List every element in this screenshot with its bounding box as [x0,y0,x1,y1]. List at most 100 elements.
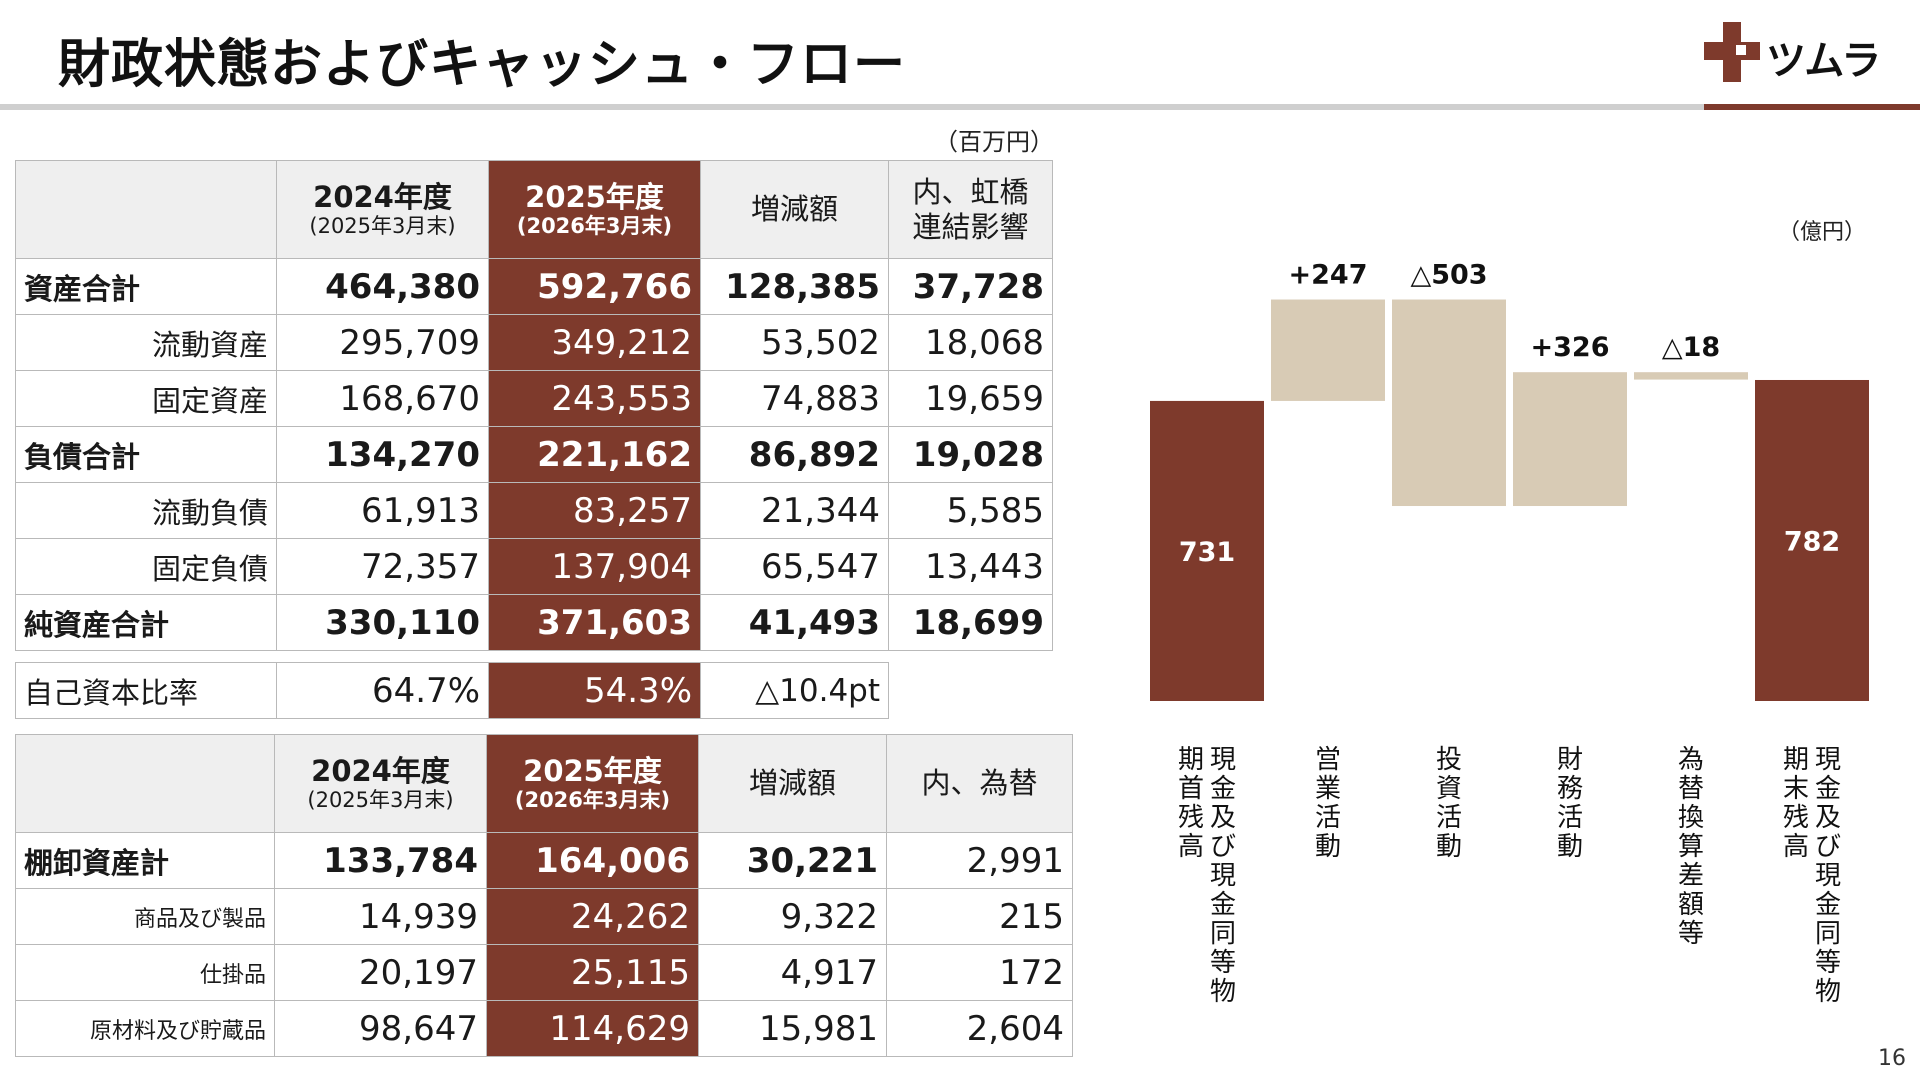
category-label-5-0-7: 等 [1815,948,1841,978]
category-label-0-0-8: 物 [1210,977,1236,1007]
cell-impact: 18,699 [888,594,1053,651]
row-label: 負債合計 [15,426,277,483]
table-row: 資産合計 464,380 592,766 128,385 37,728 [15,258,1053,315]
data-label-5: 782 [1784,526,1840,557]
data-label-2: △503 [1410,260,1487,291]
header-blank [15,734,275,833]
cell-fy2025: 371,603 [488,594,701,651]
cell-fy2024: 98,647 [274,1000,487,1057]
category-label-0-0-6: 同 [1210,919,1236,949]
header-fy2024-year: 2024年度 [313,179,452,214]
category-label-4-0-2: 換 [1678,803,1704,833]
cell-fy2025: 83,257 [488,482,701,539]
row-label: 流動資産 [15,314,277,371]
category-label-0-0-5: 金 [1210,890,1236,920]
cell-impact: 19,659 [888,370,1053,427]
category-label-4-0-5: 額 [1678,890,1704,920]
cell-change: 128,385 [700,258,889,315]
category-label-5-0-4: 現 [1815,861,1841,891]
cell-change: 30,221 [698,832,887,889]
waterfall-bar-4 [1634,372,1748,380]
header-fy2025-date: (2026年3月末) [516,214,673,239]
cell-change: 41,493 [700,594,889,651]
cell-fy2025: 592,766 [488,258,701,315]
category-label-5-0-5: 金 [1815,890,1841,920]
category-label-2-0-0: 投 [1436,745,1462,775]
slide-header: 財政状態およびキャッシュ・フロー ツムラ [0,0,1920,112]
cell-fx: 2,604 [886,1000,1073,1057]
category-label-1-0-2: 活 [1315,803,1341,833]
cell-change: 53,502 [700,314,889,371]
waterfall-bar-5 [1755,379,1869,701]
category-label-3-0-0: 財 [1557,745,1583,775]
category-label-1-0-1: 業 [1315,774,1341,804]
cell-fy2024: 72,357 [276,538,489,595]
category-label-2-0-1: 資 [1436,774,1462,804]
header-accent-bar [1704,104,1920,110]
row-label: 商品及び製品 [15,888,275,945]
header-impact-line2: 連結影響 [912,209,1029,244]
category-label-3-0-3: 動 [1557,832,1583,862]
cell-fy2025: 243,553 [488,370,701,427]
cell-fy2025: 137,904 [488,538,701,595]
table-row: 負債合計 134,270 221,162 86,892 19,028 [15,426,1053,483]
equity-ratio-table: 自己資本比率 64.7% 54.3% △10.4pt [15,662,889,719]
category-label-4-0-1: 替 [1678,774,1704,804]
row-label: 純資産合計 [15,594,277,651]
header-fy2024-date: (2025年3月末) [307,788,454,813]
header-blank [15,160,277,259]
row-label: 固定負債 [15,538,277,595]
cell-fy2024: 133,784 [274,832,487,889]
header-fy2025-year: 2025年度 [525,179,664,214]
equity-ratio-fy2024: 64.7% [276,662,489,719]
table-row: 固定負債 72,357 137,904 65,547 13,443 [15,538,1053,595]
cash-flow-waterfall-chart: 731現金及び現金同等物期首残高+247営業活動△503投資活動+326財務活動… [1150,260,1869,1007]
category-label-0-0-2: 及 [1210,803,1236,833]
cell-fy2024: 134,270 [276,426,489,483]
cell-impact: 18,068 [888,314,1053,371]
cell-fy2025: 24,262 [486,888,699,945]
category-label-5-0-3: び [1815,832,1841,862]
category-label-5-1-1: 末 [1783,774,1809,804]
logo-cross-icon [1704,22,1760,82]
row-label: 資産合計 [15,258,277,315]
row-label: 原材料及び貯蔵品 [15,1000,275,1057]
category-label-5-1-0: 期 [1783,745,1809,775]
category-label-5-0-2: 及 [1815,803,1841,833]
cell-fy2024: 295,709 [276,314,489,371]
cell-fy2024: 464,380 [276,258,489,315]
category-label-5-0-6: 同 [1815,919,1841,949]
cell-fy2024: 330,110 [276,594,489,651]
header-fy2024-date: (2025年3月末) [309,214,456,239]
data-label-3: +326 [1531,332,1610,363]
category-label-0-1-3: 高 [1178,832,1204,862]
cell-fy2024: 20,197 [274,944,487,1001]
category-label-0-0-4: 現 [1210,861,1236,891]
category-label-0-1-2: 残 [1178,803,1204,833]
cell-fy2025: 221,162 [488,426,701,483]
category-label-3-0-1: 務 [1557,774,1583,804]
category-label-4-0-6: 等 [1678,919,1704,949]
table-row: 商品及び製品 14,939 24,262 9,322 215 [15,888,1073,945]
waterfall-bar-3 [1513,372,1627,507]
cell-change: 65,547 [700,538,889,595]
header-hongqiao-impact: 内、虹橋 連結影響 [888,160,1053,259]
category-label-5-0-8: 物 [1815,977,1841,1007]
header-fx: 内、為替 [886,734,1073,833]
table-row: 固定資産 168,670 243,553 74,883 19,659 [15,370,1053,427]
category-label-0-1-1: 首 [1178,774,1204,804]
table-row: 純資産合計 330,110 371,603 41,493 18,699 [15,594,1053,651]
category-label-0-0-3: び [1210,832,1236,862]
equity-ratio-fy2025: 54.3% [488,662,701,719]
cell-change: 86,892 [700,426,889,483]
cell-change: 15,981 [698,1000,887,1057]
data-label-0: 731 [1179,537,1235,568]
balance-sheet-table: 2024年度 (2025年3月末) 2025年度 (2026年3月末) 増減額 … [15,160,1053,651]
header-impact-line1: 内、虹橋 [912,174,1029,209]
header-fy2025: 2025年度 (2026年3月末) [486,734,699,833]
category-label-0-0-0: 現 [1210,745,1236,775]
cell-change: 9,322 [698,888,887,945]
page-number: 16 [1878,1046,1906,1071]
table-row: 仕掛品 20,197 25,115 4,917 172 [15,944,1073,1001]
cell-change: 21,344 [700,482,889,539]
